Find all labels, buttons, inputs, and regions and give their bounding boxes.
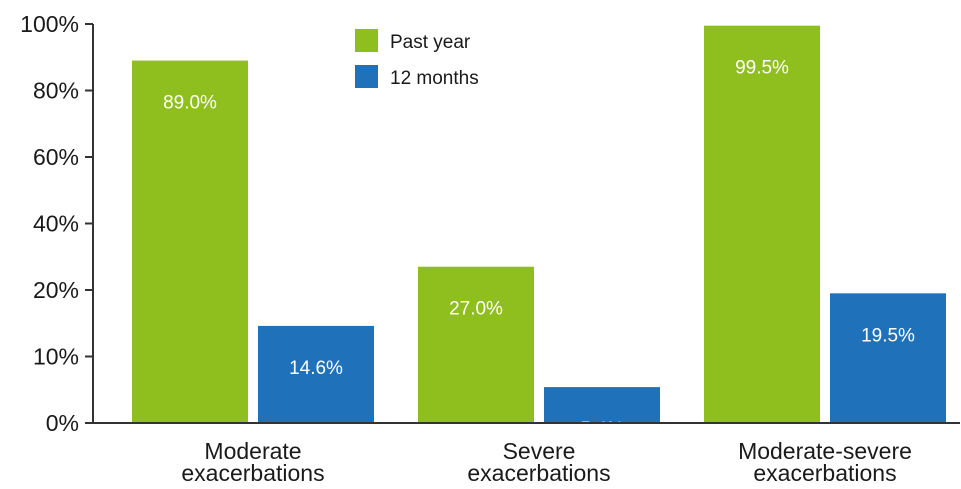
x-axis: ModerateexacerbationsSevereexacerbations…	[181, 438, 912, 486]
y-axis: 0% 10% 20% 40% 60% 80% 100%	[20, 11, 93, 436]
y-tick-label: 20%	[33, 277, 79, 303]
legend: Past year 12 months	[355, 29, 479, 89]
bar	[418, 266, 534, 423]
bar-value-label: 5.4%	[580, 419, 623, 440]
bars	[132, 25, 946, 423]
bar-value-label: 19.5%	[861, 325, 915, 346]
bar	[544, 387, 660, 423]
bar-value-label: 27.0%	[449, 299, 503, 320]
bar-value-label: 14.6%	[289, 358, 343, 379]
bar-value-label: 99.5%	[735, 58, 789, 79]
data-labels: 89.0% 27.0% 99.5% 14.6% 5.4% 19.5%	[163, 58, 915, 440]
category-label: exacerbations	[467, 460, 610, 486]
category-label: Moderate-severe	[738, 438, 912, 464]
y-tick-label: 100%	[20, 11, 79, 37]
bar-value-label: 89.0%	[163, 93, 217, 114]
y-tick-label: 40%	[33, 211, 79, 237]
legend-label: 12 months	[390, 68, 479, 89]
bar	[830, 293, 946, 423]
category-label: exacerbations	[753, 460, 896, 486]
category-label: exacerbations	[181, 460, 324, 486]
legend-swatch	[355, 65, 378, 88]
y-tick-label: 60%	[33, 144, 79, 170]
y-tick-label: 0%	[46, 410, 79, 436]
legend-label: Past year	[390, 32, 471, 53]
legend-swatch	[355, 29, 378, 52]
y-tick-label: 10%	[33, 344, 79, 370]
bar	[258, 325, 374, 423]
bar	[704, 25, 820, 423]
category-label: Moderate	[204, 438, 301, 464]
y-tick-label: 80%	[33, 78, 79, 104]
category-label: Severe	[503, 438, 576, 464]
bar	[132, 60, 248, 423]
